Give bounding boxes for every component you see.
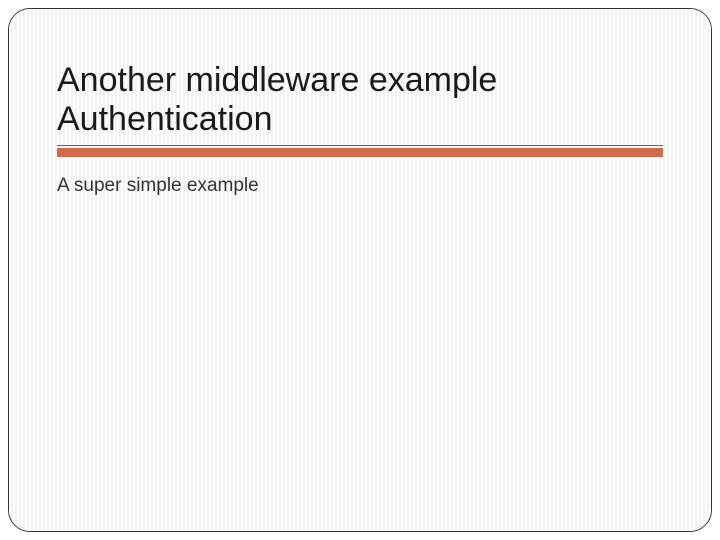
slide-title-line1: Another middleware example (57, 61, 663, 100)
title-underline (57, 145, 663, 157)
slide-title-line2: Authentication (57, 100, 663, 139)
underline-thick (57, 148, 663, 157)
underline-thin (57, 145, 663, 146)
slide-content: Another middleware example Authenticatio… (9, 9, 711, 217)
slide-frame: Another middleware example Authenticatio… (8, 8, 712, 532)
slide-subtitle: A super simple example (57, 175, 663, 197)
